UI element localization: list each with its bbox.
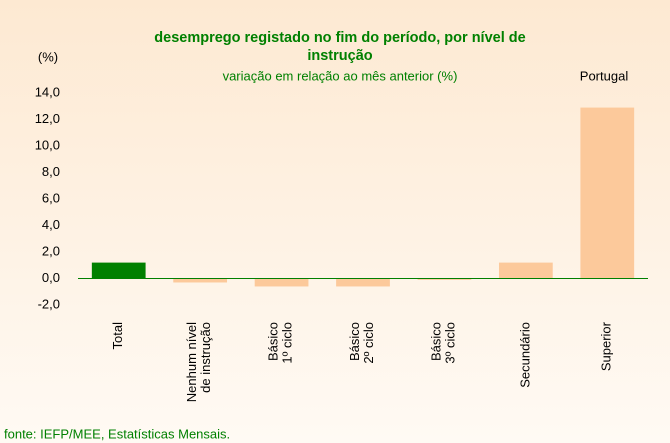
y-tick-label: -2,0 bbox=[38, 296, 60, 311]
x-tick-label: Total bbox=[110, 322, 125, 350]
bar bbox=[336, 278, 390, 287]
x-tick-label: Básico3º ciclo bbox=[429, 322, 458, 364]
bar bbox=[580, 107, 635, 279]
source: fonte: IEFP/MEE, Estatísticas Mensais. bbox=[4, 426, 230, 441]
bar bbox=[91, 262, 146, 279]
y-tick-label: 0,0 bbox=[42, 270, 60, 285]
y-tick-label: 8,0 bbox=[42, 164, 60, 179]
y-tick-label: 6,0 bbox=[42, 190, 60, 205]
y-tick-label: 2,0 bbox=[42, 243, 60, 258]
bar bbox=[417, 278, 472, 280]
y-tick-label: 12,0 bbox=[35, 111, 60, 126]
x-tick-label: Básico2º ciclo bbox=[347, 322, 376, 364]
y-axis-label: (%) bbox=[38, 49, 58, 64]
y-tick-label: 4,0 bbox=[42, 217, 60, 232]
y-tick-label: 14,0 bbox=[35, 84, 60, 99]
bar bbox=[254, 278, 309, 287]
bar bbox=[498, 262, 553, 279]
chart-subtitle: variação em relação ao mês anterior (%) bbox=[223, 68, 458, 83]
y-tick-label: 10,0 bbox=[35, 137, 60, 152]
annotation: Portugal bbox=[580, 68, 629, 83]
x-tick-label: Superior bbox=[599, 321, 614, 371]
x-tick-label: Secundário bbox=[517, 322, 532, 388]
chart-title: desemprego registado no fim do período, … bbox=[154, 30, 525, 64]
x-tick-label: Nenhum nívelde instrução bbox=[185, 322, 214, 402]
x-tick-label: Básico1º ciclo bbox=[266, 322, 295, 364]
bar bbox=[173, 278, 228, 283]
